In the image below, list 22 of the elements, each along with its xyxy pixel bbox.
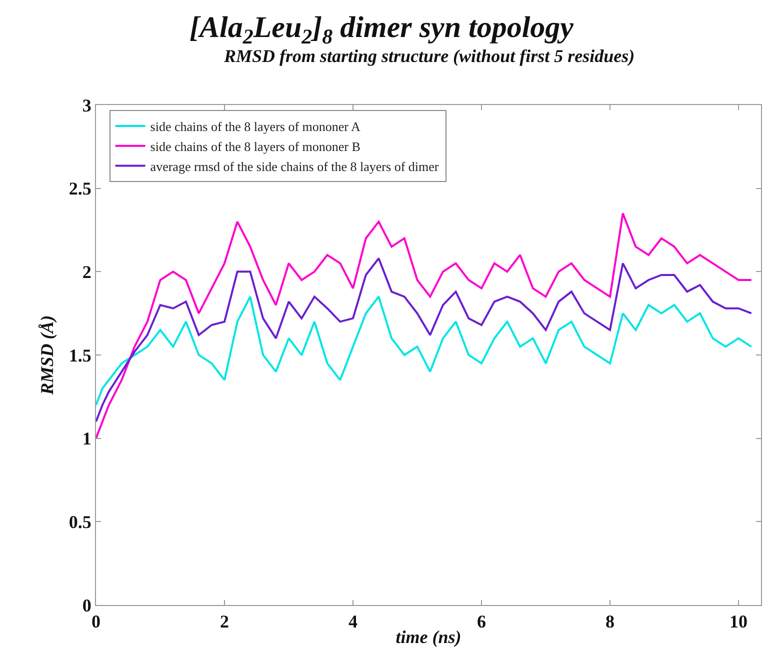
x-tick-label: 10	[730, 612, 748, 632]
x-tick-label: 8	[606, 612, 615, 632]
line-series	[96, 296, 752, 406]
x-axis-title: time (ns)	[396, 627, 462, 647]
chart-subtitle: RMSD from starting structure (without first 5 residues)	[223, 46, 635, 66]
chart-title: [Ala$_{2}$Leu$_{2}$]$_{8}$ dimer syn topology	[190, 11, 574, 48]
legend-label: side chains of the 8 layers of mononer B	[150, 138, 361, 154]
legend-label: side chains of the 8 layers of mononer A	[150, 119, 362, 134]
y-tick-label: 0	[82, 595, 92, 616]
x-tick-label: 2	[220, 612, 229, 632]
legend-label: average rmsd of the side chains of the 8 layers of dimer	[150, 158, 440, 174]
x-tick-label: 4	[348, 612, 358, 632]
y-tick-label: 1.5	[68, 345, 92, 366]
y-axis-title: RMSD (Å)	[37, 315, 58, 396]
y-tick-label: 2	[82, 262, 92, 282]
y-tick-label: 2.5	[68, 178, 92, 199]
x-tick-label: 6	[477, 612, 486, 632]
line-series	[96, 257, 752, 423]
y-tick-label: 1	[82, 428, 92, 449]
y-tick-label: 0.5	[68, 512, 92, 532]
line-series	[96, 212, 752, 440]
y-tick-label: 3	[82, 95, 92, 116]
